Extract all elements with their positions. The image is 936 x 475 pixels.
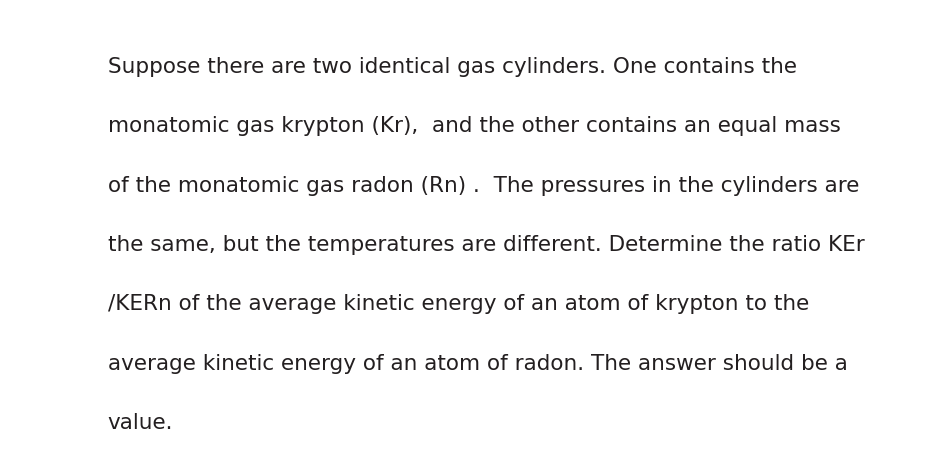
Text: /KERn of the average kinetic energy of an atom of krypton to the: /KERn of the average kinetic energy of a… — [108, 294, 808, 314]
Text: the same, but the temperatures are different. Determine the ratio KEr: the same, but the temperatures are diffe… — [108, 235, 864, 255]
Text: Suppose there are two identical gas cylinders. One contains the: Suppose there are two identical gas cyli… — [108, 57, 796, 77]
Text: of the monatomic gas radon (Rn) .  The pressures in the cylinders are: of the monatomic gas radon (Rn) . The pr… — [108, 176, 858, 196]
Text: value.: value. — [108, 413, 173, 433]
Text: average kinetic energy of an atom of radon. The answer should be a: average kinetic energy of an atom of rad… — [108, 354, 847, 374]
Text: monatomic gas krypton (Kr),  and the other contains an equal mass: monatomic gas krypton (Kr), and the othe… — [108, 116, 840, 136]
